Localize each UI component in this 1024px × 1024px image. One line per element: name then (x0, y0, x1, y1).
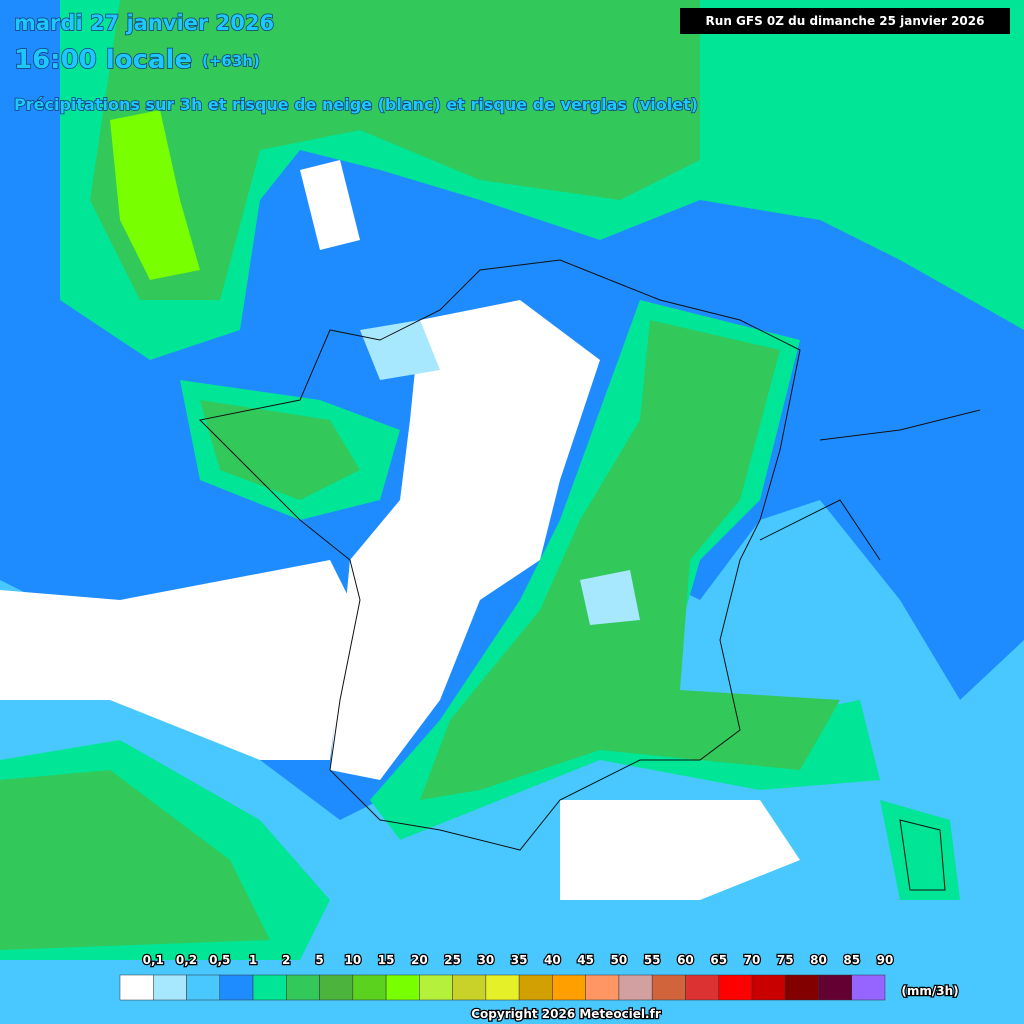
legend-label: 5 (315, 953, 323, 967)
legend-label: 1 (249, 953, 257, 967)
legend-swatch (518, 974, 553, 1001)
legend-label: 70 (744, 953, 761, 967)
legend-swatch (119, 974, 154, 1001)
legend-label: 30 (478, 953, 495, 967)
legend-label: 55 (644, 953, 661, 967)
legend-swatch (352, 974, 387, 1001)
legend-swatch (219, 974, 254, 1001)
legend-label: 10 (344, 953, 361, 967)
legend-label: 45 (577, 953, 594, 967)
time: 16:00 locale (14, 45, 192, 75)
legend-label: 20 (411, 953, 428, 967)
run-box (680, 8, 1010, 34)
legend-swatch (818, 974, 852, 1001)
legend-label: 65 (710, 953, 727, 967)
lead-time: (+63h) (202, 52, 260, 70)
legend-label: 0,5 (209, 953, 230, 967)
legend-label: 80 (810, 953, 827, 967)
legend-label: 85 (843, 953, 860, 967)
legend: 0,1 0,2 0,5 1 2 5 10 15 20 25 30 35 40 45 50 55 60 65 70 75… (119, 952, 895, 1001)
legend-label: 40 (544, 953, 561, 967)
legend-swatch (784, 974, 819, 1001)
legend-swatch (385, 974, 420, 1001)
legend-swatch (751, 974, 786, 1001)
legend-label: 0,1 (143, 953, 164, 967)
legend-swatch (718, 974, 753, 1001)
legend-swatch (585, 974, 620, 1001)
legend-swatch (685, 974, 719, 1001)
legend-label: 0,2 (176, 953, 197, 967)
borders (198, 259, 981, 891)
legend-label: 60 (677, 953, 694, 967)
legend-swatch (252, 974, 287, 1001)
legend-swatch (485, 974, 520, 1001)
legend-swatch (651, 974, 686, 1001)
legend-swatch (153, 974, 187, 1001)
copyright: Copyright 2026 Meteociel.fr (471, 1007, 661, 1021)
legend-label: 2 (282, 953, 290, 967)
legend-label: 25 (444, 953, 461, 967)
legend-label: 50 (611, 953, 628, 967)
legend-swatch (851, 974, 886, 1001)
legend-unit: (mm/3h) (901, 984, 958, 998)
legend-swatch (419, 974, 453, 1001)
legend-swatch (618, 974, 653, 1001)
legend-swatch (286, 974, 320, 1001)
legend-label: 90 (877, 953, 894, 967)
legend-label: 35 (511, 953, 528, 967)
subtitle: Précipitations sur 3h et risque de neige… (14, 95, 698, 114)
legend-label: 75 (777, 953, 794, 967)
legend-swatch (186, 974, 221, 1001)
date: mardi 27 janvier 2026 (14, 11, 274, 35)
run-label: Run GFS 0Z du dimanche 25 janvier 2026 (706, 14, 985, 28)
legend-label: 15 (378, 953, 395, 967)
legend-swatch (319, 974, 354, 1001)
legend-swatch (452, 974, 487, 1001)
legend-swatch (552, 974, 586, 1001)
